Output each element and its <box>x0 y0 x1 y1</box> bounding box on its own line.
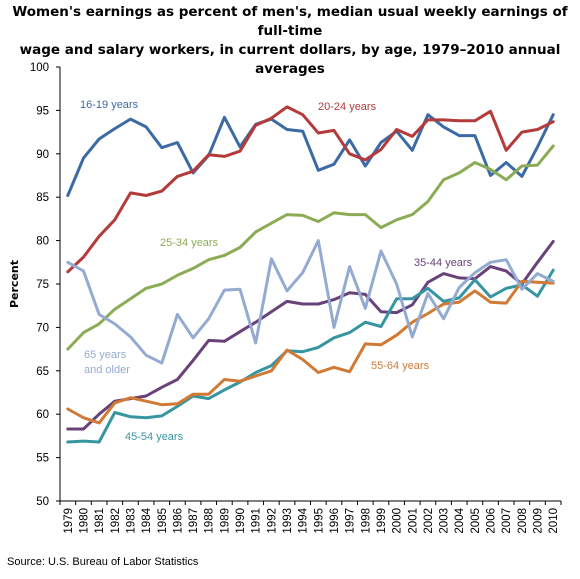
x-tick-label: 1995 <box>313 508 325 534</box>
y-tick-label: 80 <box>36 236 49 248</box>
series-label-20-24-years: 20-24 years <box>318 101 377 113</box>
x-tick-label: 1982 <box>110 508 122 534</box>
x-tick-label: 2003 <box>439 508 451 534</box>
x-tick-label: 2006 <box>486 508 498 534</box>
x-tick-label: 1990 <box>235 508 247 534</box>
series-label-line: 55-64 years <box>371 360 430 372</box>
x-tick-label: 1996 <box>329 508 341 534</box>
series-label-line: 16-19 years <box>80 99 139 111</box>
series-label-16-19-years: 16-19 years <box>80 99 139 111</box>
x-tick-label: 2004 <box>454 507 466 533</box>
x-tick-label: 2002 <box>423 508 435 534</box>
series-line-35-44-years <box>66 240 555 431</box>
x-tick-label: 2007 <box>501 508 513 534</box>
x-tick-label: 1994 <box>298 507 310 533</box>
y-tick-label: 85 <box>36 192 49 204</box>
x-tick-label: 1999 <box>376 508 388 534</box>
x-tick-label: 2001 <box>407 508 419 534</box>
x-tick-label: 2000 <box>392 508 404 534</box>
series-label-35-44-years: 35-44 years <box>414 257 473 269</box>
x-tick-label: 2008 <box>517 508 529 534</box>
chart-title: Women's earnings as percent of men's, me… <box>0 3 580 79</box>
series-label-65-years-and-older: 65 years and older <box>84 349 130 376</box>
x-tick-label: 1991 <box>251 508 263 534</box>
series-label-line: 20-24 years <box>318 101 377 113</box>
x-tick-label: 1988 <box>204 508 216 534</box>
chart-title-line-2: wage and salary workers, in current doll… <box>19 42 561 77</box>
x-tick-label: 1997 <box>345 508 357 534</box>
x-tick-label: 1998 <box>360 508 372 534</box>
x-tick-label: 1986 <box>172 508 184 534</box>
series-label-25-34-years: 25-34 years <box>160 237 219 249</box>
x-tick-label: 2009 <box>533 508 545 534</box>
series-label-line: and older <box>84 364 130 376</box>
series-line-55-64-years <box>66 279 555 425</box>
source-note: Source: U.S. Bureau of Labor Statistics <box>7 556 199 568</box>
series-label-line: 65 years <box>84 349 127 361</box>
y-tick-label: 75 <box>36 279 49 291</box>
series-labels: 16-19 years 20-24 years 25-34 years 35-44 y… <box>80 99 473 443</box>
x-tick-label: 1984 <box>141 507 153 533</box>
x-tick-label: 1981 <box>94 508 106 534</box>
series-label-line: 35-44 years <box>414 257 473 269</box>
series-label-line: 25-34 years <box>160 237 219 249</box>
y-tick-label: 90 <box>36 149 49 161</box>
series-line-65-years-and-older <box>66 239 555 365</box>
series-label-55-64-years: 55-64 years <box>371 360 430 372</box>
y-tick-label: 70 <box>36 322 49 334</box>
series-label-45-54-years: 45-54 years <box>125 431 184 443</box>
y-tick-label: 65 <box>36 366 49 378</box>
y-tick-label: 50 <box>36 496 49 508</box>
series-line-16-19-years <box>66 113 555 197</box>
x-tick-label: 1980 <box>78 508 90 534</box>
y-tick-label: 100 <box>30 62 49 74</box>
y-axis-title: Percent <box>8 260 21 308</box>
x-tick-label: 1985 <box>157 508 169 534</box>
x-tick-label: 2005 <box>470 508 482 534</box>
x-tick-label: 1987 <box>188 508 200 534</box>
series-line-20-24-years <box>66 105 555 274</box>
series-line-25-34-years <box>66 144 555 351</box>
chart-title-line-1: Women's earnings as percent of men's, me… <box>12 4 568 39</box>
x-tick-label: 2010 <box>548 508 560 534</box>
y-tick-label: 95 <box>36 105 49 117</box>
x-tick-label: 1989 <box>219 508 231 534</box>
x-tick-label: 1993 <box>282 508 294 534</box>
series-line-45-54-years <box>66 268 555 444</box>
series-layer <box>66 105 555 444</box>
x-tick-label: 1992 <box>266 508 278 534</box>
series-label-line: 45-54 years <box>125 431 184 443</box>
y-tick-label: 60 <box>36 409 49 421</box>
chart-axes: 50 55 60 65 70 75 80 85 90 95 100 Percent 1979 1980 19… <box>8 62 562 534</box>
y-tick-label: 55 <box>36 453 49 465</box>
x-tick-label: 1983 <box>125 508 137 534</box>
x-tick-label: 1979 <box>63 508 75 534</box>
